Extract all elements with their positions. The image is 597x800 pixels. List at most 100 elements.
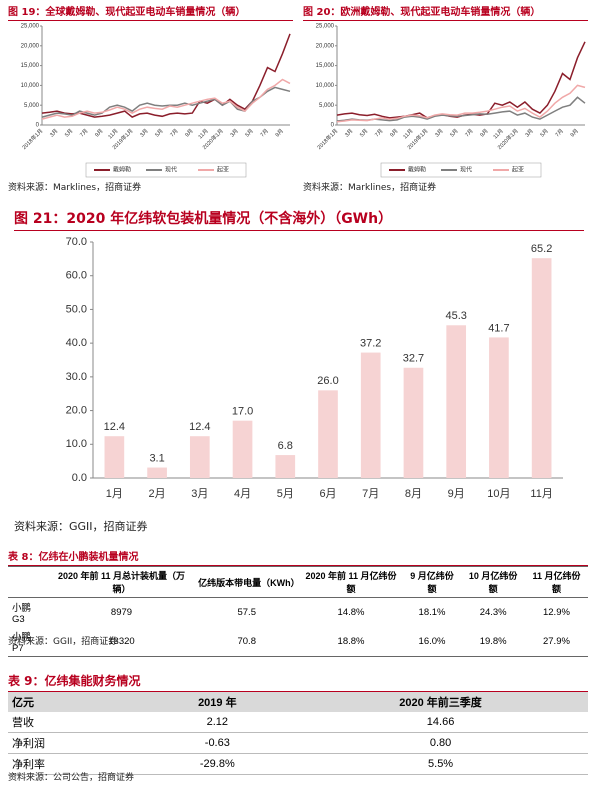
data-label: 17.0 (232, 406, 253, 418)
x-tick-label: 11月 (530, 488, 552, 500)
y-tick-label: 0 (331, 123, 335, 129)
x-tick-label: 10月 (487, 488, 510, 500)
header-cell (8, 567, 49, 598)
table: 2020 年前 11 月总计装机量（万辆） 亿纬版本带电量（KWh） 2020 年前… (8, 566, 588, 657)
table-cell: -29.8% (199, 758, 235, 770)
bar (275, 455, 296, 478)
data-label: 12.4 (104, 421, 125, 433)
source: 资料来源：GGII，招商证券 (14, 520, 148, 533)
x-tick-label: 9月 (274, 127, 285, 138)
table-cell: 净利润 (12, 738, 45, 750)
table-cell: 净利率 (12, 759, 45, 771)
x-tick-label: 9月 (94, 127, 105, 138)
header-cell: 2020 年前三季度 (399, 697, 482, 709)
table-cell: 0.80 (429, 737, 452, 749)
x-tick-label: 8月 (405, 488, 422, 500)
header-cell: 2019 年 (198, 697, 237, 709)
table-title: 表 9：亿纬集能财务情况 (8, 672, 588, 692)
x-tick-label: 7月 (362, 488, 379, 500)
x-tick-label: 5月 (244, 127, 255, 138)
legend-label: 起亚 (512, 166, 524, 174)
x-tick-label: 2018年1月 (20, 127, 44, 151)
legend-label: 戴姆勒 (408, 166, 426, 174)
table-cell: 19.8% (479, 636, 507, 647)
y-tick-label: 30.0 (66, 371, 87, 383)
header-cell: 亿元 (12, 697, 34, 709)
x-tick-label: 3月 (524, 127, 535, 138)
legend-label: 现代 (165, 166, 177, 174)
header-row: 亿元 2019 年 2020 年前三季度 (8, 692, 588, 712)
x-tick-label: 7月 (259, 127, 270, 138)
table-row: 净利润 -0.63 0.80 (8, 733, 588, 754)
table-cell: 57.5 (237, 607, 256, 618)
figure-title: 图 21：2020 年亿纬软包装机量情况（不含海外）（GWh） (14, 208, 584, 231)
x-tick-label: 9月 (448, 488, 465, 500)
y-tick-label: 0.0 (72, 472, 87, 484)
x-tick-label: 7月 (169, 127, 180, 138)
bar (189, 436, 210, 478)
x-tick-label: 9月 (389, 127, 400, 138)
series-line (336, 84, 586, 123)
table-row: 小鹏 G3 8979 57.5 14.8% 18.1% 24.3% 12.9% (8, 598, 588, 628)
y-tick-label: 0 (36, 123, 40, 129)
bar (318, 390, 338, 478)
table-cell: 18.1% (418, 607, 446, 618)
data-label: 32.7 (403, 353, 424, 365)
header-cell: 2020 年前 11 月总计装机量（万辆） (57, 571, 185, 594)
data-label: 41.7 (488, 322, 509, 334)
x-tick-label: 11月 (402, 127, 415, 140)
x-tick-label: 3月 (139, 127, 150, 138)
y-tick-label: 20,000 (316, 43, 335, 49)
x-tick-label: 3月 (229, 127, 240, 138)
table-cell: 14.8% (337, 607, 365, 618)
x-tick-label: 4月 (234, 488, 251, 500)
table-cell: 小鹏 P7 (12, 632, 32, 654)
table-cell: 70.8 (237, 636, 256, 647)
table-cell: 24.3% (479, 607, 507, 618)
x-tick-label: 7月 (79, 127, 90, 138)
y-tick-label: 15,000 (316, 63, 335, 69)
x-tick-label: 6月 (319, 488, 336, 500)
y-tick-label: 20.0 (66, 404, 87, 416)
series-line (41, 78, 291, 120)
source: 资料来源：公司公告，招商证券 (8, 773, 135, 783)
table-cell: 营收 (12, 717, 34, 729)
data-label: 26.0 (317, 375, 338, 387)
figure-title: 图 20：欧洲戴姆勒、现代起亚电动车销量情况（辆） (303, 3, 588, 21)
series-line (41, 33, 291, 118)
header-cell: 亿纬版本带电量（KWh） (198, 577, 300, 588)
table-cell: 小鹏 G3 (12, 603, 32, 625)
header-cell: 10 月亿纬份额 (468, 571, 518, 594)
table-cell: 18.8% (337, 636, 365, 647)
y-tick-label: 15,000 (21, 63, 40, 69)
x-tick-label: 11月 (197, 127, 210, 140)
table-row: 小鹏 P7 13320 70.8 18.8% 16.0% 19.8% 27.9% (8, 627, 588, 657)
x-tick-label: 5月 (277, 488, 294, 500)
legend-label: 起亚 (217, 166, 229, 174)
legend-label: 戴姆勒 (113, 166, 131, 174)
bar (104, 436, 125, 478)
bar (232, 420, 253, 478)
x-tick-label: 2018年1月 (315, 127, 339, 151)
legend-label: 现代 (460, 166, 472, 174)
table-cell: 5.5% (428, 758, 454, 770)
chart: 0 5,000 10,000 15,000 20,000 25,000 2018年1月 3月 5… (315, 24, 586, 178)
table-cell: 14.66 (426, 716, 455, 728)
x-tick-label: 1月 (106, 488, 123, 500)
legend-box (85, 162, 247, 178)
table-row: 营收 2.12 14.66 (8, 712, 588, 733)
data-label: 6.8 (278, 440, 293, 452)
data-label: 12.4 (189, 421, 210, 433)
data-label: 37.2 (360, 337, 381, 349)
header-cell: 9 月亿纬份额 (410, 571, 454, 594)
x-tick-label: 9月 (184, 127, 195, 138)
bar (147, 467, 167, 478)
table-title: 表 8：亿纬在小鹏装机量情况 (8, 548, 588, 566)
series-line (336, 96, 586, 122)
x-tick-label: 3月 (343, 127, 354, 138)
bar (403, 367, 424, 478)
bar (489, 337, 509, 478)
table: 亿元 2019 年 2020 年前三季度营收 2.12 14.66 净利润 -0.63 0.8… (8, 692, 588, 775)
x-tick-label: 9月 (569, 127, 580, 138)
y-tick-label: 20,000 (21, 43, 40, 49)
